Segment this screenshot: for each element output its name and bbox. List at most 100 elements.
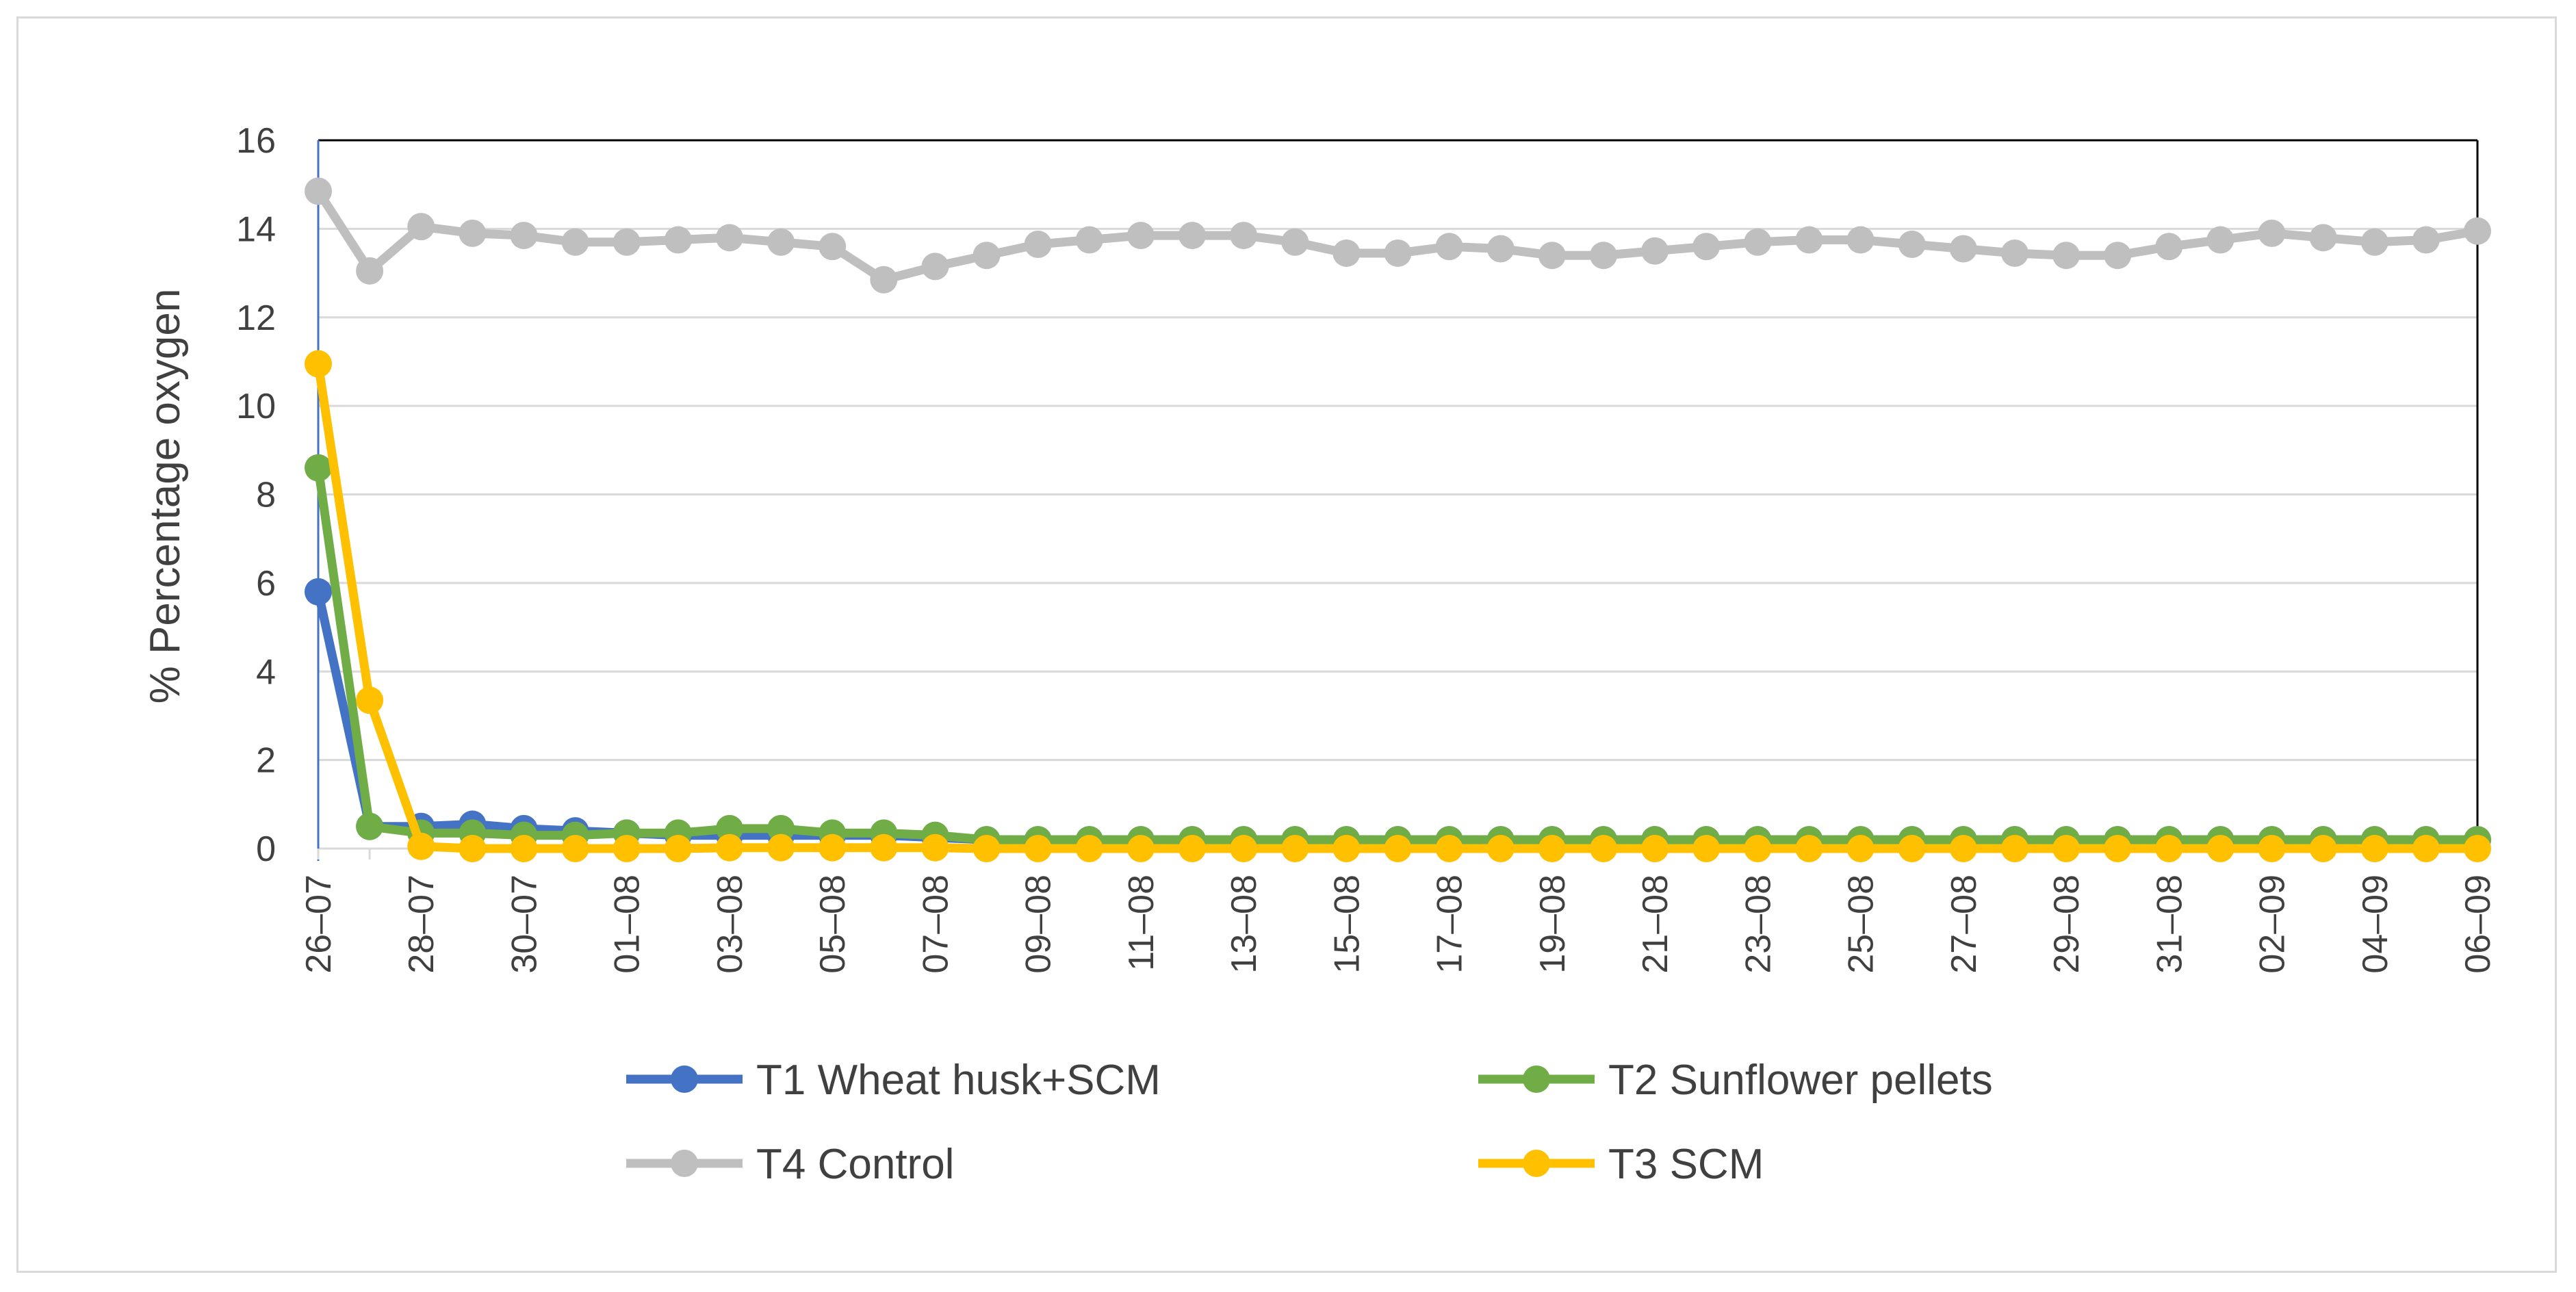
x-tick-label-30–07: 30–07 bbox=[504, 875, 544, 974]
data-point bbox=[510, 835, 538, 862]
data-point bbox=[921, 253, 949, 281]
data-point bbox=[715, 814, 743, 842]
data-point bbox=[2360, 835, 2388, 862]
data-point bbox=[1435, 233, 1463, 261]
data-point bbox=[870, 266, 898, 294]
data-point bbox=[767, 814, 795, 842]
x-tick-label-05–08: 05–08 bbox=[813, 875, 853, 974]
data-point bbox=[305, 578, 332, 606]
y-tick-labels: 0 2 4 6 8 10 12 14 16 bbox=[236, 121, 276, 869]
data-point bbox=[1795, 835, 1823, 862]
data-point bbox=[459, 219, 487, 247]
data-point bbox=[2258, 219, 2286, 247]
data-point bbox=[305, 350, 332, 378]
series-group bbox=[305, 177, 2491, 862]
data-point bbox=[1949, 835, 1977, 862]
data-point bbox=[1230, 222, 1258, 250]
data-point bbox=[2464, 835, 2491, 862]
x-tick-label-11–08: 11–08 bbox=[1122, 875, 1161, 971]
x-tick-label-31–08: 31–08 bbox=[2150, 875, 2189, 974]
data-point bbox=[767, 228, 795, 256]
y-tick-label-14: 14 bbox=[236, 209, 276, 249]
y-tick-label-4: 4 bbox=[256, 652, 276, 692]
x-tick-label-02–09: 02–09 bbox=[2253, 875, 2293, 974]
x-tick-label-28–07: 28–07 bbox=[402, 875, 441, 974]
y-tick-label-6: 6 bbox=[256, 564, 276, 604]
data-point bbox=[1641, 237, 1669, 265]
x-tick-label-09–08: 09–08 bbox=[1019, 875, 1059, 974]
legend-item-2: T2 Sunflower pellets bbox=[1478, 1057, 1993, 1104]
y-tick-label-16: 16 bbox=[236, 121, 276, 161]
series-line-1 bbox=[313, 591, 2477, 844]
x-tick-label-06–09: 06–09 bbox=[2458, 875, 2498, 974]
data-point bbox=[715, 224, 743, 252]
data-point bbox=[1486, 235, 1515, 263]
data-point bbox=[305, 177, 332, 205]
data-point bbox=[2309, 224, 2337, 252]
legend-marker bbox=[1523, 1065, 1550, 1093]
legend-item-1: T1 Wheat husk+SCM bbox=[626, 1057, 1161, 1104]
series-line-2 bbox=[313, 467, 2477, 844]
legend-label: T1 Wheat husk+SCM bbox=[756, 1057, 1161, 1104]
x-tick-label-25–08: 25–08 bbox=[1842, 875, 1881, 974]
data-point bbox=[459, 835, 487, 862]
data-point bbox=[2104, 835, 2132, 862]
data-point bbox=[973, 242, 1001, 270]
data-point bbox=[510, 222, 538, 250]
x-tick-label-15–08: 15–08 bbox=[1327, 875, 1367, 974]
x-tick-label-01–08: 01–08 bbox=[608, 875, 647, 974]
series-1 bbox=[305, 578, 2491, 854]
data-point bbox=[1898, 231, 1926, 259]
legend-item-4: T3 SCM bbox=[1478, 1141, 1764, 1188]
data-point bbox=[1230, 835, 1258, 862]
x-tick-label-19–08: 19–08 bbox=[1533, 875, 1573, 974]
data-point bbox=[613, 835, 641, 862]
data-point bbox=[1744, 228, 1772, 256]
data-point bbox=[1846, 226, 1875, 254]
data-point bbox=[1075, 835, 1103, 862]
data-point bbox=[2000, 239, 2028, 267]
data-point bbox=[1281, 228, 1309, 256]
data-point bbox=[2206, 226, 2234, 254]
data-point bbox=[356, 812, 384, 840]
data-point bbox=[1126, 222, 1155, 250]
data-point bbox=[613, 228, 641, 256]
data-point bbox=[2104, 242, 2132, 270]
data-point bbox=[2258, 835, 2286, 862]
data-point bbox=[561, 228, 589, 256]
x-tick-label-13–08: 13–08 bbox=[1224, 875, 1264, 974]
legend-label: T3 SCM bbox=[1608, 1141, 1764, 1188]
data-point bbox=[2412, 835, 2440, 862]
data-point bbox=[1075, 226, 1103, 254]
data-point bbox=[1898, 835, 1926, 862]
legend-marker bbox=[1523, 1150, 1550, 1177]
data-point bbox=[870, 834, 898, 862]
data-point bbox=[1281, 835, 1309, 862]
data-point bbox=[1024, 231, 1052, 259]
data-point bbox=[1538, 242, 1566, 270]
data-point bbox=[1332, 835, 1361, 862]
data-point bbox=[1538, 835, 1566, 862]
series-4 bbox=[305, 350, 2491, 862]
data-point bbox=[973, 835, 1001, 862]
legend-label: T2 Sunflower pellets bbox=[1608, 1057, 1993, 1104]
data-point bbox=[407, 832, 435, 860]
legend-marker bbox=[671, 1150, 698, 1177]
data-point bbox=[2464, 217, 2491, 245]
data-point bbox=[2000, 835, 2028, 862]
data-point bbox=[1126, 835, 1155, 862]
x-tick-label-23–08: 23–08 bbox=[1738, 875, 1778, 974]
data-point bbox=[1692, 233, 1721, 261]
data-point bbox=[2052, 242, 2081, 270]
data-point bbox=[819, 834, 847, 862]
data-point bbox=[2309, 835, 2337, 862]
data-point bbox=[1024, 835, 1052, 862]
series-2 bbox=[305, 454, 2491, 854]
data-point bbox=[767, 834, 795, 862]
data-point bbox=[1846, 835, 1875, 862]
data-point bbox=[2155, 233, 2183, 261]
legend-marker bbox=[671, 1065, 698, 1093]
data-point bbox=[2206, 835, 2234, 862]
data-point bbox=[2155, 835, 2183, 862]
